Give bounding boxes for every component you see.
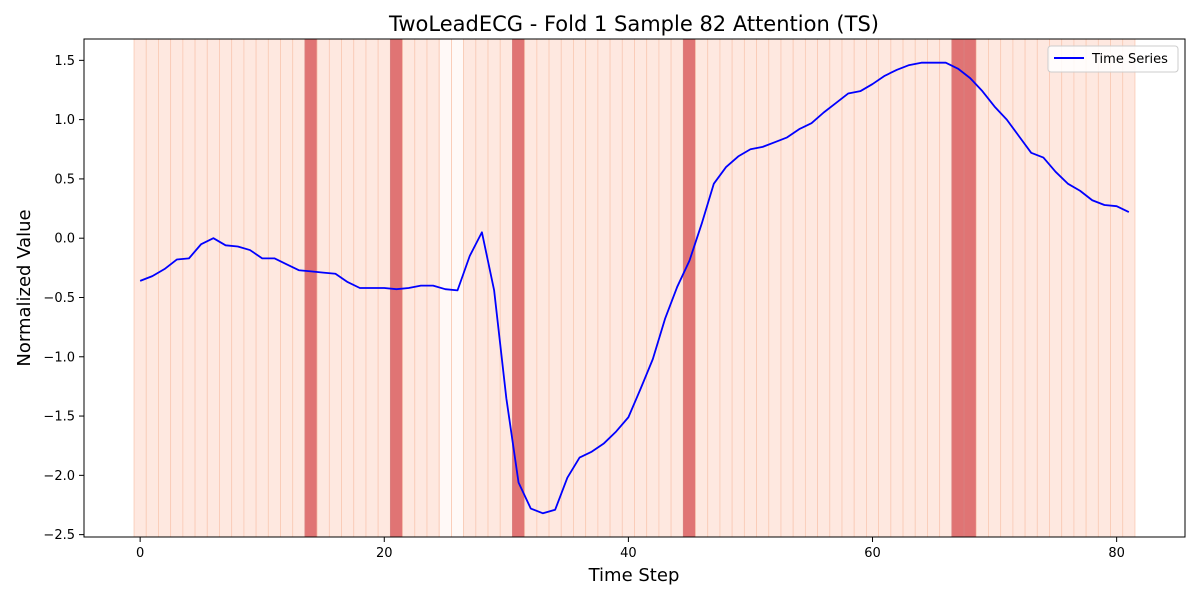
attention-band [548, 38, 562, 538]
attention-band [768, 38, 782, 538]
attention-band [1036, 38, 1050, 538]
y-axis-title: Normalized Value [14, 209, 35, 366]
attention-band [145, 38, 159, 538]
plot-frame [83, 38, 1186, 538]
attention-band [219, 38, 233, 538]
attention-band [975, 38, 989, 538]
x-tick-label: 20 [376, 546, 393, 561]
legend-box [1047, 45, 1179, 73]
attention-band [707, 38, 721, 538]
attention-band [341, 38, 355, 538]
attention-band [731, 38, 745, 538]
attention-band [658, 38, 672, 538]
attention-band [328, 38, 342, 538]
y-tick-label: 0.5 [54, 172, 75, 187]
attention-band [231, 38, 245, 538]
attention-band [158, 38, 172, 538]
attention-band [756, 38, 770, 538]
attention-band [255, 38, 269, 538]
attention-band [170, 38, 184, 538]
attention-band [560, 38, 574, 538]
chart-title: TwoLeadECG - Fold 1 Sample 82 Attention … [388, 12, 879, 36]
legend: Time Series [1047, 45, 1179, 73]
attention-band [951, 38, 965, 538]
attention-band [780, 38, 794, 538]
attention-band [243, 38, 257, 538]
attention-band [414, 38, 428, 538]
attention-band [878, 38, 892, 538]
attention-band [927, 38, 941, 538]
attention-band [804, 38, 818, 538]
attention-band [719, 38, 733, 538]
attention-band [316, 38, 330, 538]
y-tick-label: −2.0 [43, 469, 75, 484]
x-tick-label: 60 [864, 546, 881, 561]
attention-band [634, 38, 648, 538]
attention-band [1085, 38, 1099, 538]
attention-band [1061, 38, 1075, 538]
attention-band [621, 38, 635, 538]
attention-band [475, 38, 489, 538]
attention-band [902, 38, 916, 538]
attention-band [585, 38, 599, 538]
attention-band [988, 38, 1002, 538]
attention-band [963, 38, 977, 538]
attention-band [512, 38, 526, 538]
attention-band [267, 38, 281, 538]
attention-band [280, 38, 294, 538]
attention-band [743, 38, 757, 538]
y-tick-label: 1.5 [54, 54, 75, 69]
attention-band [1012, 38, 1026, 538]
attention-band [1024, 38, 1038, 538]
attention-band [463, 38, 477, 538]
attention-band [133, 38, 147, 538]
attention-band [939, 38, 953, 538]
series-layer [139, 61, 1130, 515]
attention-band [646, 38, 660, 538]
attention-band [682, 38, 696, 538]
attention-band [695, 38, 709, 538]
attention-band [792, 38, 806, 538]
x-tick-label: 0 [136, 546, 144, 561]
series-line-time-series [139, 61, 1130, 515]
attention-band [304, 38, 318, 538]
attention-band [597, 38, 611, 538]
attention-band [499, 38, 513, 538]
attention-band [573, 38, 587, 538]
attention-band [206, 38, 220, 538]
x-axis-title: Time Step [588, 565, 680, 586]
y-tick-label: −2.5 [43, 528, 75, 543]
x-axis-ticks: 0 20 40 60 80 [136, 537, 1125, 561]
attention-band [1073, 38, 1087, 538]
attention-band [841, 38, 855, 538]
attention-band [292, 38, 306, 538]
y-tick-label: −1.5 [43, 410, 75, 425]
y-tick-label: −1.0 [43, 350, 75, 365]
x-tick-label: 40 [620, 546, 637, 561]
legend-series-label: Time Series [1091, 52, 1168, 67]
attention-bands [133, 38, 1136, 538]
attention-band [914, 38, 928, 538]
attention-band [890, 38, 904, 538]
attention-band [194, 38, 208, 538]
attention-band [853, 38, 867, 538]
attention-band [829, 38, 843, 538]
attention-band [866, 38, 880, 538]
y-tick-label: 0.0 [54, 232, 75, 247]
y-tick-label: 1.0 [54, 113, 75, 128]
attention-band [1097, 38, 1111, 538]
attention-band [182, 38, 196, 538]
attention-band [1000, 38, 1014, 538]
attention-band [524, 38, 538, 538]
attention-band [426, 38, 440, 538]
y-axis-ticks: −2.5 −2.0 −1.5 −1.0 −0.5 0.0 0.5 1.0 1.5 [43, 54, 84, 543]
y-tick-label: −0.5 [43, 291, 75, 306]
attention-band [1110, 38, 1124, 538]
attention-band [1049, 38, 1063, 538]
attention-band [1122, 38, 1136, 538]
attention-band [536, 38, 550, 538]
x-tick-label: 80 [1108, 546, 1125, 561]
attention-band [609, 38, 623, 538]
